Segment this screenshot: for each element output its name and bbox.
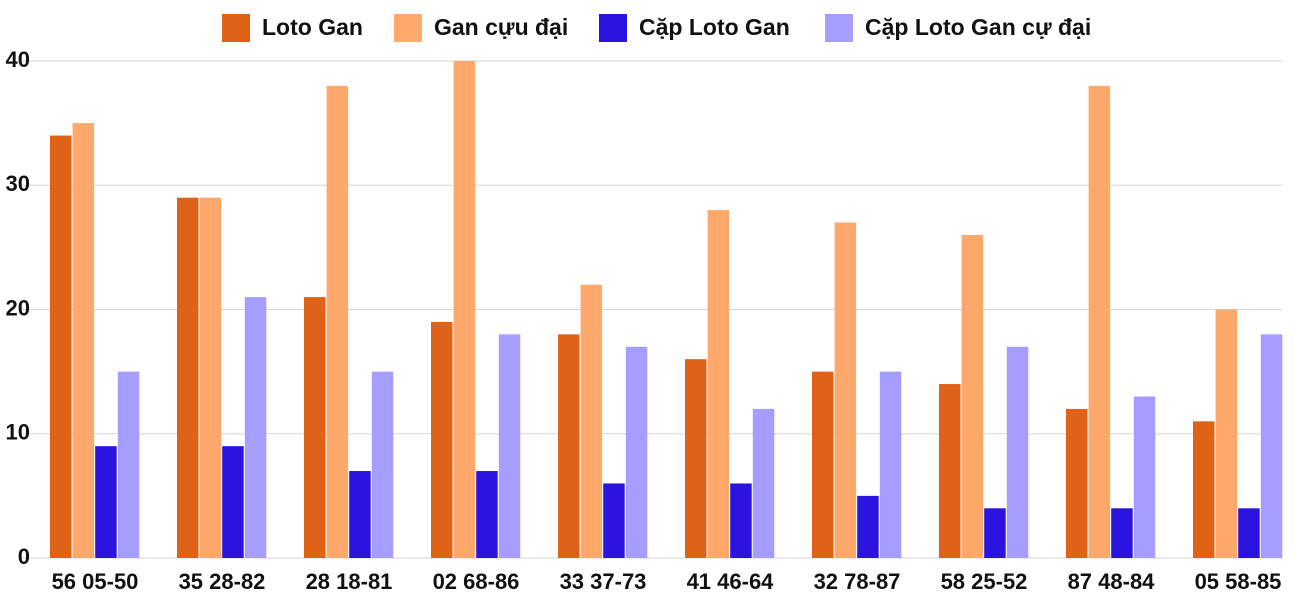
bar [707, 210, 730, 558]
bar [453, 61, 476, 558]
y-tick-label: 40 [6, 47, 30, 72]
bar [349, 471, 371, 558]
bar [1215, 309, 1238, 558]
legend-label: Gan cựu đại [434, 14, 568, 40]
bar [222, 446, 244, 558]
legend-swatch [825, 14, 853, 42]
x-tick-label: 05 58-85 [1195, 569, 1282, 594]
legend-label: Cặp Loto Gan cự đại [865, 14, 1091, 40]
y-tick-label: 30 [6, 171, 30, 196]
bar [498, 334, 521, 558]
y-tick-label: 20 [6, 295, 30, 320]
legend-label: Loto Gan [262, 14, 363, 40]
bar [72, 123, 95, 558]
bar [625, 346, 648, 558]
bar [857, 495, 879, 558]
bar [476, 471, 498, 558]
bar [50, 135, 72, 559]
bar [730, 483, 752, 558]
bar [1238, 508, 1260, 558]
bar [834, 222, 857, 558]
x-tick-label: 56 05-50 [52, 569, 139, 594]
x-tick-label: 28 18-81 [306, 569, 393, 594]
bar [117, 371, 140, 558]
bar [580, 284, 603, 558]
bar [1260, 334, 1283, 558]
y-tick-label: 10 [6, 420, 30, 445]
bar [304, 297, 326, 558]
bar [603, 483, 625, 558]
legend-label: Cặp Loto Gan [639, 14, 790, 40]
bar [961, 234, 984, 558]
bar [752, 408, 775, 558]
bar [326, 85, 349, 558]
x-tick-label: 02 68-86 [433, 569, 520, 594]
bar [1066, 408, 1088, 558]
x-tick-label: 58 25-52 [941, 569, 1028, 594]
bar [939, 384, 961, 558]
x-tick-label: 32 78-87 [814, 569, 901, 594]
bar [1006, 346, 1029, 558]
bar [177, 197, 199, 559]
bar [558, 334, 580, 558]
x-tick-label: 35 28-82 [179, 569, 266, 594]
x-tick-label: 41 46-64 [687, 569, 775, 594]
bar [1111, 508, 1133, 558]
bar [812, 371, 834, 558]
bar [371, 371, 394, 558]
x-tick-label: 33 37-73 [560, 569, 647, 594]
bar [199, 197, 222, 559]
legend-swatch [222, 14, 250, 42]
bar [1133, 396, 1156, 558]
bar [1193, 421, 1215, 558]
legend-swatch [599, 14, 627, 42]
x-tick-label: 87 48-84 [1068, 569, 1156, 594]
bar [879, 371, 902, 558]
bar [95, 446, 117, 558]
bar [1088, 85, 1111, 558]
legend-swatch [394, 14, 422, 42]
bar [431, 321, 453, 558]
bar [244, 297, 267, 558]
bar [984, 508, 1006, 558]
bar [685, 359, 707, 558]
y-tick-label: 0 [18, 544, 30, 569]
